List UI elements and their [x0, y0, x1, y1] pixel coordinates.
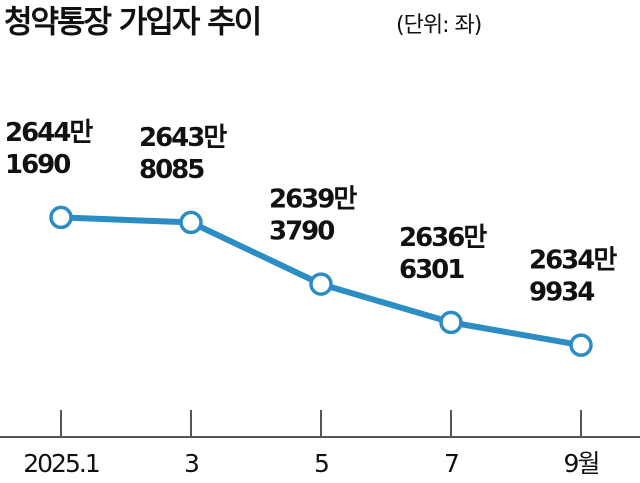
value-label: 2636만 — [399, 223, 487, 253]
chart-subtitle: (단위: 좌) — [396, 13, 481, 38]
marker — [49, 205, 73, 230]
x-tick-label: 9월 — [564, 449, 599, 478]
x-tick-label: 2025.1 — [23, 449, 99, 478]
x-tick-label: 7 — [444, 449, 458, 478]
value-label: 6301 — [399, 255, 464, 285]
marker — [439, 310, 463, 335]
chart-title: 청약통장 가입자 추이 — [4, 5, 260, 41]
x-tick-label: 5 — [314, 449, 328, 478]
marker — [569, 333, 593, 357]
value-label: 8085 — [139, 155, 204, 185]
value-label: 2639만 — [269, 185, 357, 215]
value-label: 1690 — [5, 150, 70, 180]
marker — [309, 272, 333, 296]
value-label: 9934 — [529, 278, 594, 308]
value-label: 2634만 — [529, 246, 617, 276]
value-label: 2643만 — [139, 123, 227, 153]
value-label: 3790 — [269, 217, 334, 247]
marker — [179, 210, 203, 235]
value-label: 2644만 — [5, 118, 93, 148]
x-tick-label: 3 — [184, 449, 198, 478]
